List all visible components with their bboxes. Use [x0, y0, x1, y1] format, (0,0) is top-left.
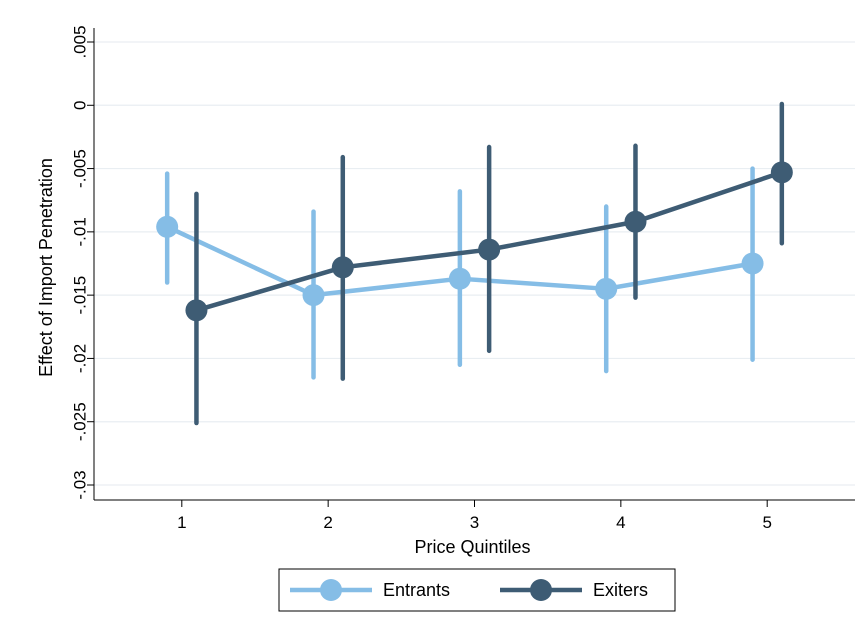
- grid: [94, 41, 855, 486]
- y-tick-label: -.015: [71, 276, 90, 315]
- x-tick-label: 3: [470, 513, 479, 532]
- x-tick-label: 1: [177, 513, 186, 532]
- x-axis-title: Price Quintiles: [414, 537, 530, 557]
- data-point: [741, 252, 764, 275]
- data-point: [595, 277, 618, 300]
- x-tick-label: 2: [323, 513, 332, 532]
- legend-label: Exiters: [593, 580, 648, 600]
- data-point: [770, 161, 793, 184]
- series-entrants: [156, 166, 764, 380]
- y-tick-label: 0: [71, 101, 90, 110]
- y-tick-label: -.01: [71, 217, 90, 246]
- legend-marker: [530, 579, 552, 601]
- legend-entry-entrants: Entrants: [290, 579, 450, 601]
- data-point: [331, 256, 354, 279]
- y-tick-label: -.02: [71, 344, 90, 373]
- x-tick-label: 4: [616, 513, 625, 532]
- data-point: [302, 284, 325, 307]
- series: [156, 101, 793, 426]
- legend: Entrants Exiters: [278, 568, 676, 612]
- x-tick-label: 5: [762, 513, 771, 532]
- legend-marker: [320, 579, 342, 601]
- series-exiters: [185, 101, 793, 426]
- y-tick-label: -.025: [71, 402, 90, 441]
- legend-label: Entrants: [383, 580, 450, 600]
- x-ticks: 1 2 3 4 5: [177, 500, 772, 532]
- y-axis-title: Effect of Import Penetration: [36, 158, 56, 377]
- y-tick-label: -.005: [71, 149, 90, 188]
- data-point: [156, 215, 179, 238]
- data-point: [448, 267, 471, 290]
- data-point: [624, 210, 647, 233]
- y-tick-label: .005: [71, 25, 90, 58]
- y-tick-label: -.03: [71, 470, 90, 499]
- legend-entries: Entrants Exiters: [290, 579, 648, 601]
- data-point: [185, 299, 208, 322]
- legend-entry-exiters: Exiters: [500, 579, 648, 601]
- y-ticks: .005 0 -.005 -.01 -.015 -.02 -.025 -.03: [71, 25, 94, 500]
- data-point: [478, 238, 501, 261]
